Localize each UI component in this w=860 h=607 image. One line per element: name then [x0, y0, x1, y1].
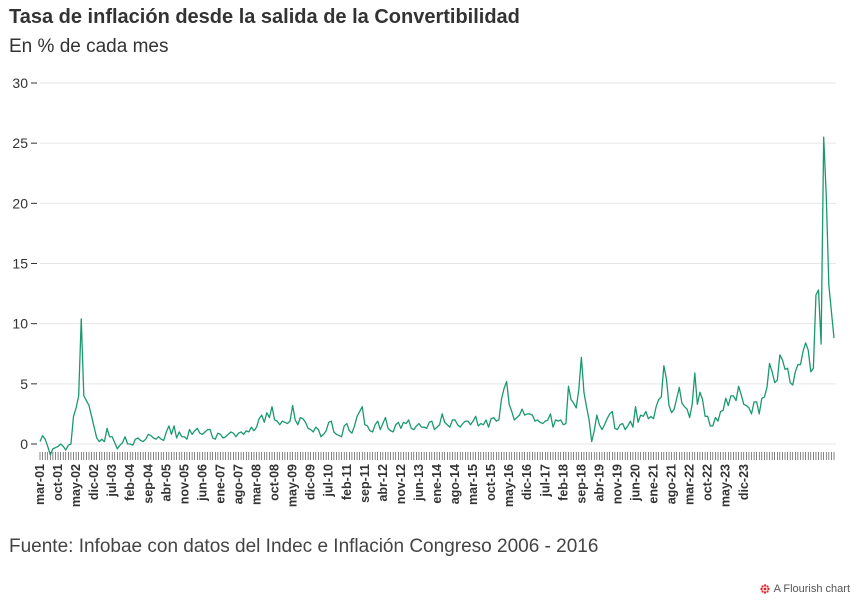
y-tick-label: 5: [20, 376, 28, 392]
x-tick-label: oct-15: [484, 464, 498, 501]
x-tick-label: may-02: [69, 464, 83, 507]
flourish-credit[interactable]: A Flourish chart: [759, 583, 850, 595]
x-axis: mar-01 oct-01 may-02 dic-02 jul-03 feb-04 sep-…: [33, 452, 835, 507]
x-tick-label: jul-03: [105, 464, 119, 498]
x-tick-label: feb-18: [556, 464, 570, 501]
y-tick-label: 15: [12, 256, 28, 272]
x-tick-label: may-16: [502, 464, 516, 507]
x-tick-label: nov-05: [177, 464, 191, 504]
x-tick-label: may-09: [286, 464, 300, 507]
x-tick-label: oct-22: [701, 464, 715, 501]
y-tick-label: 30: [12, 75, 28, 91]
x-tick-label: ago-07: [232, 464, 246, 504]
flourish-logo-icon: [759, 584, 770, 594]
x-tick-label: may-23: [719, 464, 733, 507]
x-tick-label: abr-19: [592, 464, 606, 502]
source-note: Fuente: Infobae con datos del Indec e In…: [9, 536, 599, 557]
x-tick-label: ago-14: [448, 464, 462, 504]
x-tick-label: oct-08: [268, 464, 282, 501]
inflation-series-line[interactable]: [39, 136, 835, 456]
inflation-line-chart: 0 5 10 15 20 25 30 mar-01 oct-01 may-02 dic-02 jul…: [12, 75, 836, 507]
x-tick-label: abr-12: [376, 464, 390, 502]
x-tick-label: nov-12: [394, 464, 408, 504]
x-tick-label: jun-13: [412, 464, 426, 502]
x-tick-label: ene-21: [647, 464, 661, 504]
x-tick-label: feb-11: [340, 464, 354, 500]
y-axis: 0 5 10 15 20 25 30: [12, 75, 37, 452]
x-tick-label: sep-04: [141, 464, 155, 504]
x-tick-label: jun-20: [629, 464, 643, 502]
x-tick-label: ene-07: [213, 464, 227, 504]
x-tick-label: ago-21: [665, 464, 679, 504]
x-tick-label: mar-22: [683, 464, 697, 505]
chart-title: Tasa de inflación desde la salida de la …: [9, 6, 520, 28]
x-tick-label: dic-02: [87, 464, 101, 500]
x-tick-label: sep-18: [574, 464, 588, 504]
series-layer: [39, 136, 835, 456]
x-tick-label: jun-06: [195, 464, 209, 502]
x-tick-label: mar-15: [466, 464, 480, 505]
x-tick-label: dic-23: [737, 464, 751, 500]
x-tick-label: dic-16: [520, 464, 534, 500]
x-tick-label: nov-19: [610, 464, 624, 504]
x-tick-label: dic-09: [304, 464, 318, 500]
x-tick-label: sep-11: [358, 464, 372, 503]
flourish-credit-label: A Flourish chart: [773, 583, 850, 595]
y-tick-label: 25: [12, 135, 28, 151]
x-tick-label: feb-04: [123, 464, 137, 501]
x-tick-label: jul-10: [322, 464, 336, 498]
x-tick-label: abr-05: [159, 464, 173, 502]
x-tick-label: jul-17: [538, 464, 552, 498]
x-tick-label: mar-01: [33, 464, 47, 505]
y-tick-label: 20: [12, 195, 28, 211]
chart-subtitle: En % de cada mes: [9, 36, 169, 57]
y-tick-label: 10: [12, 316, 28, 332]
x-tick-label: mar-08: [250, 464, 264, 505]
x-tick-label: oct-01: [51, 464, 65, 501]
grid-layer: [40, 82, 836, 445]
x-tick-label: ene-14: [430, 464, 444, 504]
y-tick-label: 0: [20, 436, 28, 452]
